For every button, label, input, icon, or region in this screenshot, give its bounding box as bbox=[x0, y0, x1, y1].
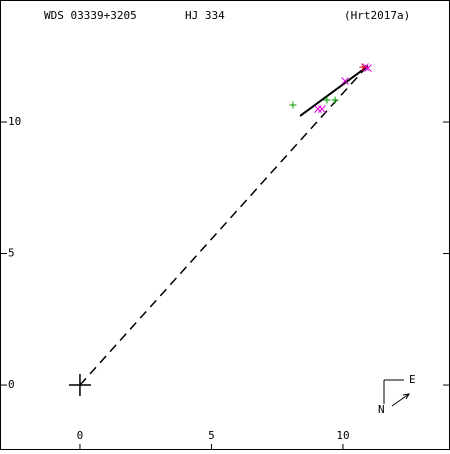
observation bbox=[318, 105, 326, 114]
orbit-line bbox=[299, 65, 369, 117]
x-tick-label: 5 bbox=[208, 429, 215, 442]
observation bbox=[341, 77, 349, 85]
compass-east: E bbox=[409, 373, 416, 386]
y-tick-label: 0 bbox=[8, 378, 15, 391]
compass-arrow bbox=[402, 393, 410, 400]
compass-north: N bbox=[378, 403, 385, 416]
primary-star bbox=[68, 374, 91, 397]
x-tick-label: 10 bbox=[336, 429, 349, 442]
y-tick-label: 5 bbox=[8, 247, 15, 260]
separation-line bbox=[79, 66, 368, 386]
observation bbox=[364, 64, 372, 72]
observation bbox=[331, 96, 339, 104]
chart-title: WDS 03339+3205 bbox=[44, 9, 137, 22]
observation bbox=[314, 105, 322, 114]
observation bbox=[359, 63, 367, 71]
observation bbox=[323, 96, 331, 104]
compass-arrow bbox=[391, 393, 410, 407]
y-tick-label: 10 bbox=[8, 115, 21, 128]
x-tick-label: 0 bbox=[77, 429, 84, 442]
reference: (Hrt2017a) bbox=[344, 9, 410, 22]
observation bbox=[289, 101, 297, 109]
subtitle: HJ 334 bbox=[185, 9, 225, 22]
